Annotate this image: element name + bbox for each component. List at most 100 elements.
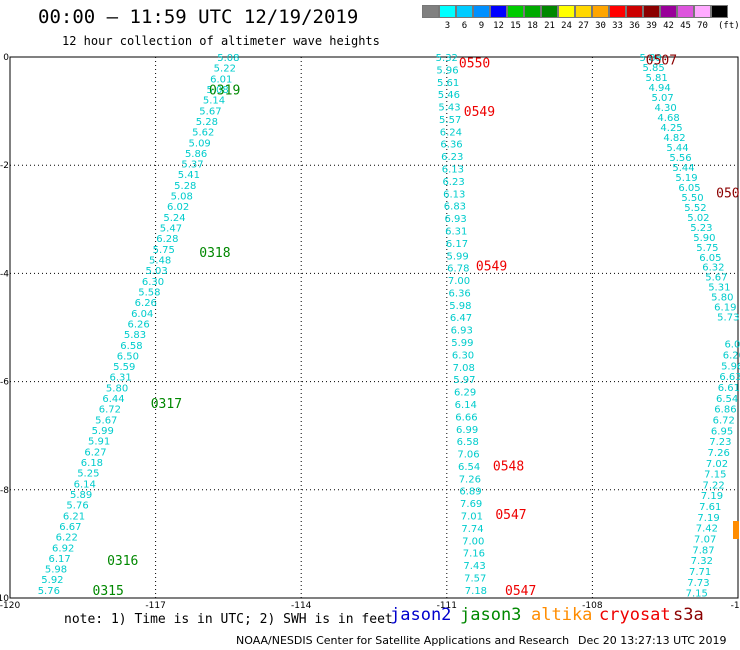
- pass-time-label: 0506: [716, 186, 740, 201]
- wave-height-value: 6.93: [444, 214, 466, 225]
- wave-height-value: 7.15: [704, 470, 726, 481]
- y-tick-label: -10: [0, 594, 9, 604]
- wave-height-value: 6.95: [711, 426, 733, 437]
- wave-height-value: 6.05: [699, 253, 721, 264]
- color-swatch: [711, 5, 728, 18]
- y-tick-label: -2: [0, 161, 9, 171]
- wave-height-value: 6.27: [84, 447, 106, 458]
- color-swatch-label: 3: [444, 21, 451, 31]
- wave-height-value: 7.18: [465, 586, 487, 597]
- wave-height-value: 6.44: [102, 394, 124, 405]
- wave-height-value: 7.15: [686, 589, 708, 600]
- wave-height-value: 6.66: [455, 412, 477, 423]
- wave-height-value: 5.43: [438, 103, 460, 114]
- color-swatch: [507, 5, 524, 18]
- wave-height-value: 5.80: [711, 293, 733, 304]
- color-swatch-label: 6: [461, 21, 468, 31]
- color-swatch: [660, 5, 677, 18]
- wave-height-value: 6.02: [167, 202, 189, 213]
- pass-time-label: 0315: [93, 584, 124, 599]
- wave-height-value: 7.71: [689, 567, 711, 578]
- wave-height-value: 6.54: [716, 394, 738, 405]
- wave-height-value: 5.73: [717, 313, 739, 324]
- wave-height-value: 6.83: [444, 202, 466, 213]
- color-swatch-label: 70: [697, 21, 708, 31]
- color-swatch-label: 33: [612, 21, 623, 31]
- legend-jason2: jason2: [390, 605, 452, 625]
- wave-height-value: 6.13: [442, 165, 464, 176]
- color-swatch: [439, 5, 456, 18]
- wave-height-value: 5.97: [453, 375, 475, 386]
- wave-height-value: 5.07: [651, 93, 673, 104]
- legend-jason3: jason3: [460, 605, 522, 625]
- wave-height-value: 5.57: [439, 115, 461, 126]
- wave-height-value: 6.19: [714, 303, 736, 314]
- y-tick-label: -4: [0, 269, 9, 279]
- wave-height-value: 5.28: [196, 117, 218, 128]
- color-swatch-label: 45: [680, 21, 691, 31]
- wave-height-value: 5.56: [669, 153, 691, 164]
- color-swatch-label: 15: [510, 21, 521, 31]
- wave-height-value: 5.96: [436, 65, 458, 76]
- wave-height-value: 5.81: [645, 73, 667, 84]
- wave-height-value: 5.44: [666, 143, 688, 154]
- wave-height-value: 5.41: [178, 170, 200, 181]
- pass-time-label: 0548: [493, 459, 524, 474]
- color-scale-labels: 3 6 9 12 15 18 21 24 27 30 33 36 39 42 45 70: [422, 21, 728, 31]
- wave-height-value: 6.30: [452, 350, 474, 361]
- wave-height-value: 7.74: [461, 524, 483, 535]
- wave-height-value: 6.99: [456, 425, 478, 436]
- footer-credit: NOAA/NESDIS Center for Satellite Applica…: [236, 634, 570, 647]
- wave-height-value: 7.16: [463, 549, 485, 560]
- footer-timestamp: Dec 20 13:27:13 UTC 2019: [578, 634, 727, 647]
- color-swatch: [490, 5, 507, 18]
- wave-height-value: 6.86: [714, 405, 736, 416]
- color-swatch: [541, 5, 558, 18]
- wave-height-value: 6.61: [718, 383, 740, 394]
- wave-height-value: 6.67: [59, 522, 81, 533]
- wave-height-value: 6.23: [441, 152, 463, 163]
- wave-height-value: 4.68: [657, 113, 679, 124]
- color-swatch: [456, 5, 473, 18]
- wave-height-value: 6.92: [52, 543, 74, 554]
- wave-height-value: 6.17: [446, 239, 468, 250]
- wave-height-value: 6.24: [440, 127, 462, 138]
- pass-time-label: 0547: [495, 508, 526, 523]
- chart-title: 00:00 – 11:59 UTC 12/19/2019: [38, 6, 359, 28]
- wave-height-value: 7.07: [694, 534, 716, 545]
- wave-height-value: 6.29: [454, 388, 476, 399]
- pass-time-label: 0547: [505, 584, 536, 599]
- wave-height-value: 6.20: [723, 351, 740, 362]
- pass-time-label: 0550: [459, 56, 490, 71]
- wave-height-value: 5.76: [66, 501, 88, 512]
- wave-height-value: 5.98: [45, 565, 67, 576]
- color-swatch-label: 27: [578, 21, 589, 31]
- wave-height-value: 7.00: [448, 276, 470, 287]
- y-tick-label: -6: [0, 378, 9, 388]
- wave-height-value: 6.36: [440, 140, 462, 151]
- color-swatch: [677, 5, 694, 18]
- color-swatch: [643, 5, 660, 18]
- y-tick-label: -8: [0, 486, 9, 496]
- legend-s3a: s3a: [673, 605, 704, 625]
- wave-height-value: 5.62: [192, 128, 214, 139]
- wave-height-value: 6.14: [74, 479, 96, 490]
- wave-height-value: 5.22: [214, 64, 236, 75]
- wave-height-value: 5.91: [88, 437, 110, 448]
- wave-height-value: 5.92: [41, 575, 63, 586]
- wave-height-value: 7.73: [687, 578, 709, 589]
- wave-height-value: 5.14: [203, 96, 225, 107]
- wave-height-value: 6.26: [127, 319, 149, 330]
- wave-height-value: 6.23: [442, 177, 464, 188]
- wave-height-value: 5.44: [672, 163, 694, 174]
- wave-height-value: 4.94: [648, 83, 670, 94]
- footer-note: note: 1) Time is in UTC; 2) SWH is in fe…: [64, 612, 393, 627]
- wave-height-value: 7.19: [697, 513, 719, 524]
- wave-height-value: 5.67: [95, 415, 117, 426]
- wave-height-value: 6.14: [455, 400, 477, 411]
- wave-height-value: 4.82: [663, 133, 685, 144]
- wave-height-value: 6.21: [63, 511, 85, 522]
- wave-height-value: 5.58: [138, 287, 160, 298]
- pass-time-label: 0316: [107, 554, 138, 569]
- wave-height-value: 7.42: [696, 524, 718, 535]
